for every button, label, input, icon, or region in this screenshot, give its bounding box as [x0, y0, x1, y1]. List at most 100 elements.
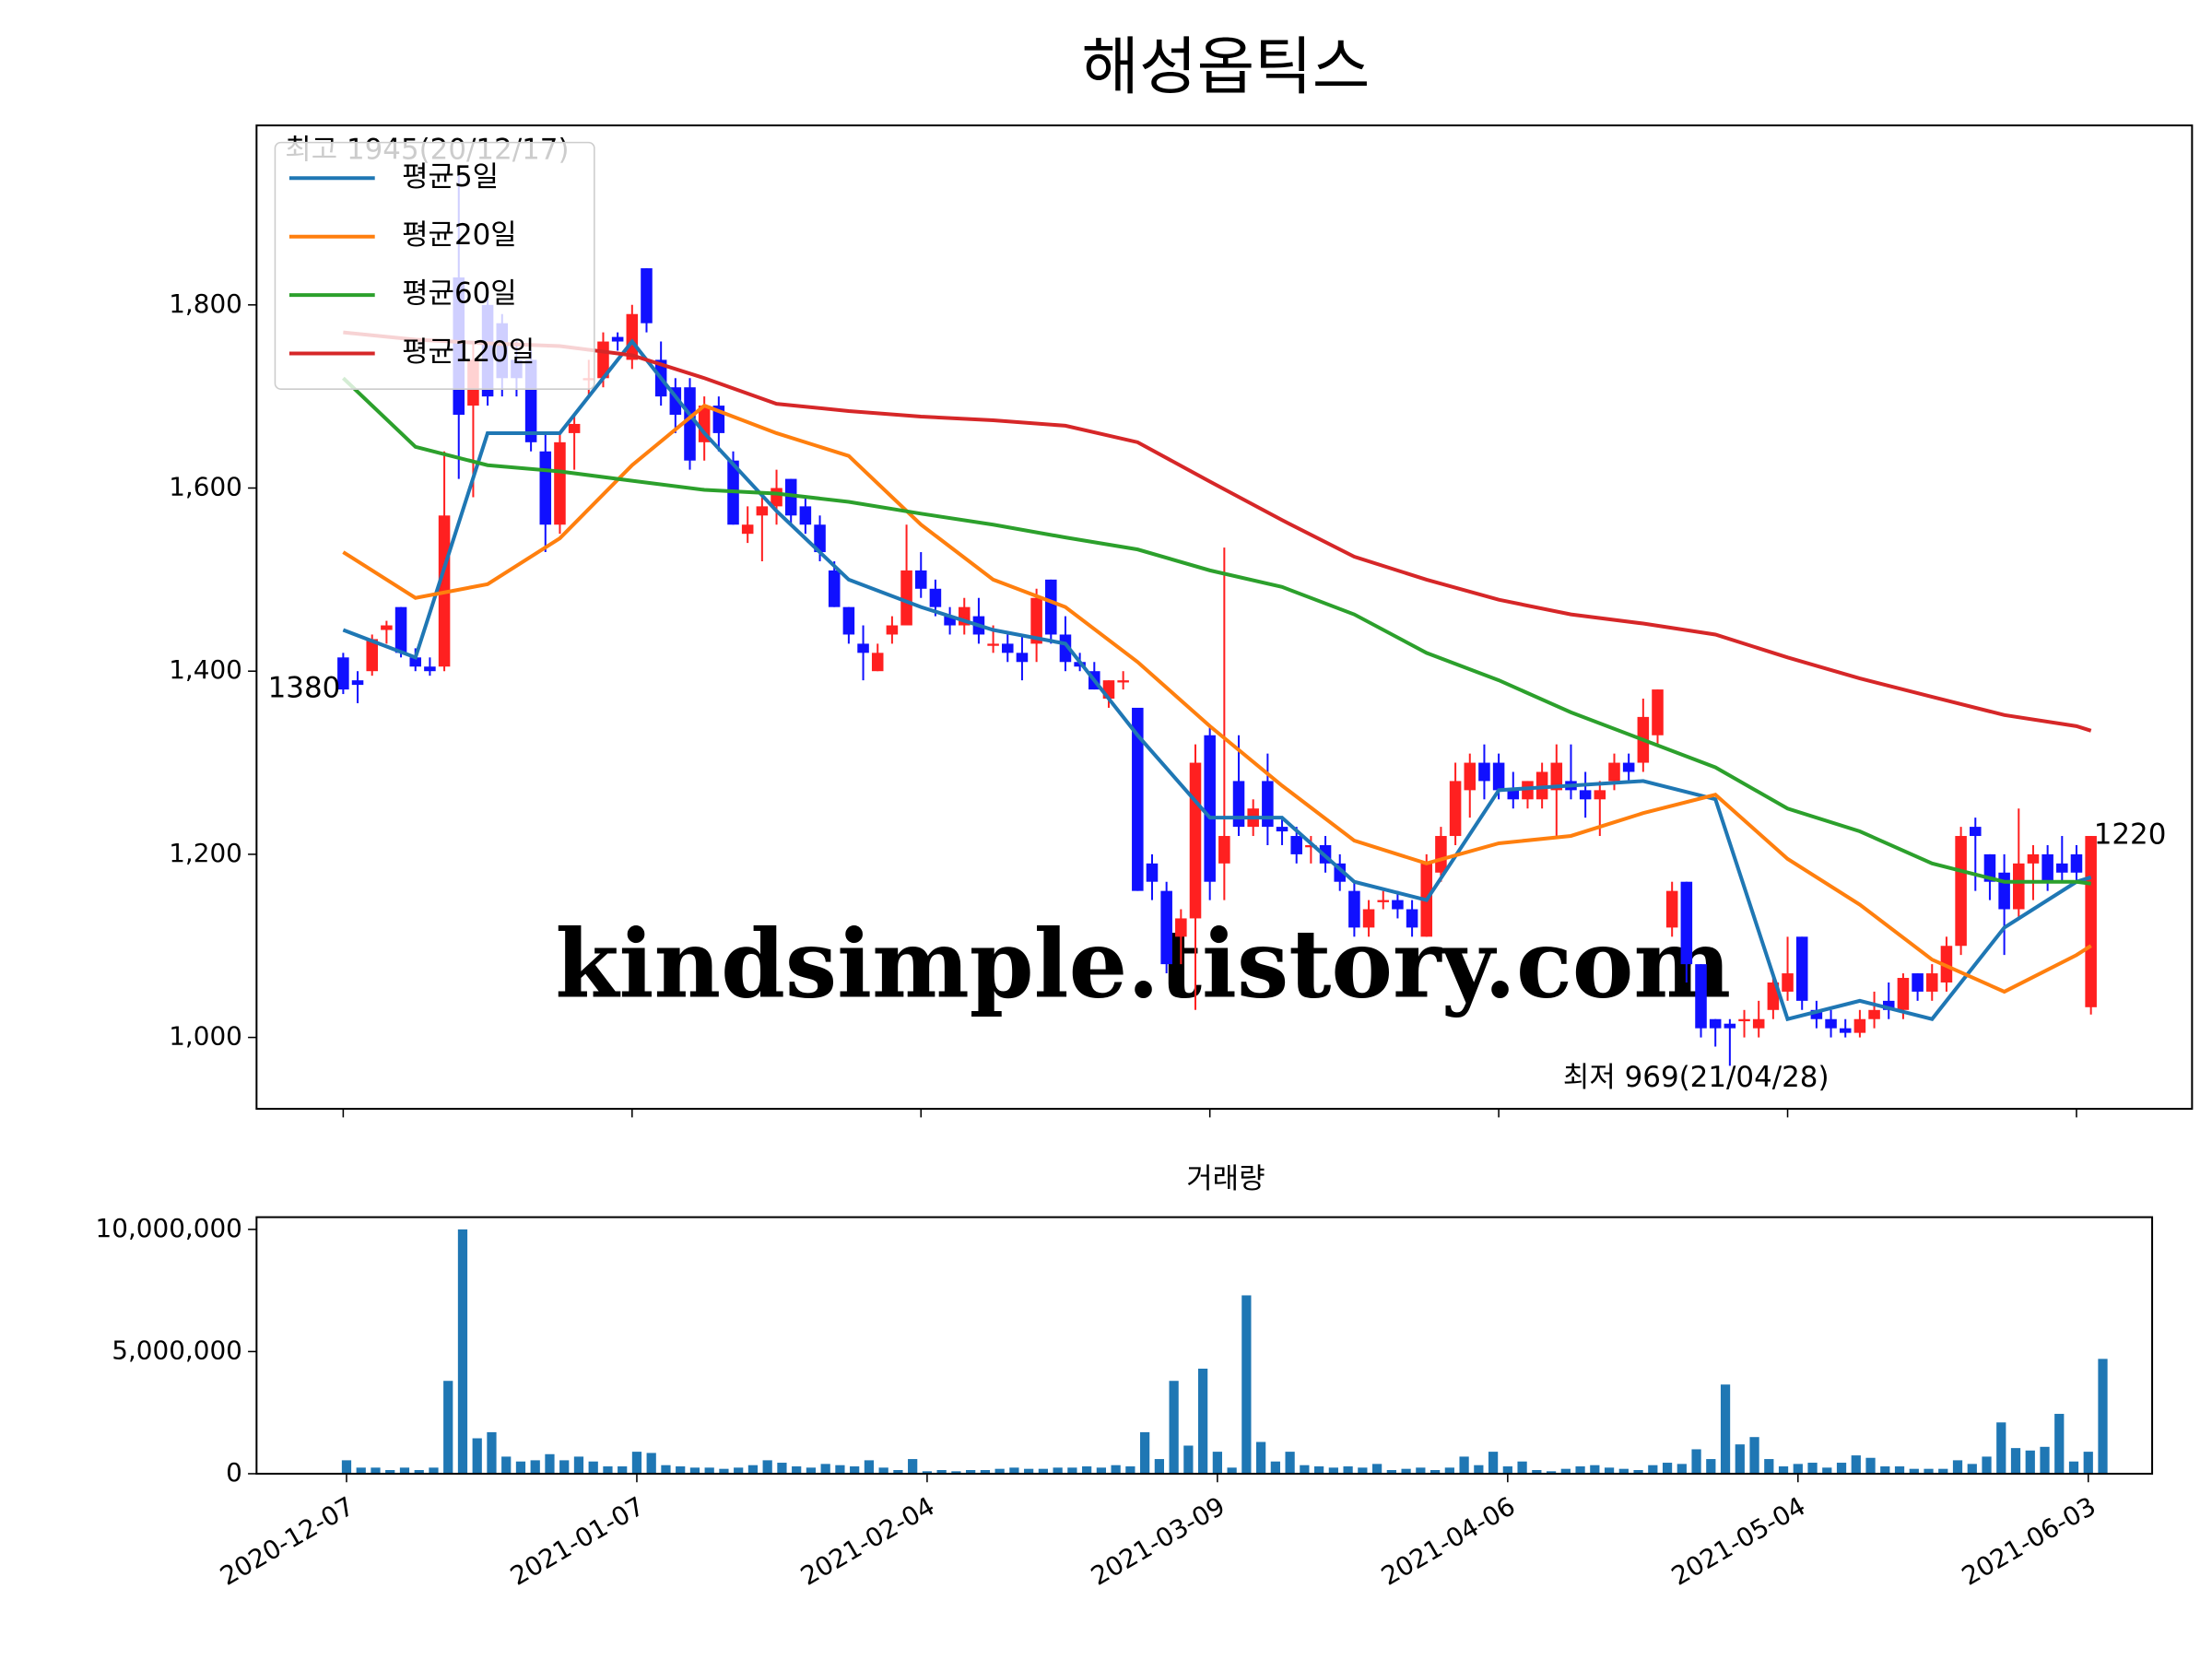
y-tick-label: 5,000,000 [112, 1335, 242, 1365]
candle-body [1665, 890, 1678, 928]
candle-body [1406, 909, 1418, 928]
y-tick-label: 1,400 [169, 654, 242, 685]
volume-bar [1618, 1468, 1629, 1474]
candle-body [1680, 881, 1693, 965]
volume-bar [1313, 1466, 1324, 1474]
volume-bar [1358, 1467, 1368, 1474]
candle-body [2056, 863, 2068, 873]
candle-body [1782, 973, 1794, 992]
volume-bar [951, 1471, 961, 1474]
volume-bar [1967, 1464, 1977, 1474]
candle-body [1825, 1018, 1837, 1029]
candle-body [1290, 836, 1302, 854]
volume-bar [385, 1469, 395, 1474]
ma-line [342, 338, 2092, 1022]
volume-bar [893, 1469, 903, 1474]
candle-body [409, 657, 422, 667]
volume-bar [603, 1466, 613, 1474]
legend-label: 평균5일 [402, 160, 499, 194]
volume-bar [2040, 1446, 2050, 1474]
volume-bar [545, 1453, 555, 1474]
volume-title: 거래량 [1186, 1162, 1265, 1195]
volume-bar [429, 1467, 439, 1474]
candle-body [366, 639, 378, 672]
volume-bar [1459, 1456, 1469, 1474]
volume-bar [1982, 1456, 1992, 1474]
volume-bar [1909, 1468, 1919, 1474]
volume-bar [646, 1453, 656, 1474]
ma-line [342, 403, 2092, 994]
volume-bar [1575, 1466, 1585, 1474]
candle-body [900, 570, 912, 626]
volume-bar [414, 1469, 424, 1474]
volume-bar [618, 1466, 628, 1474]
last-close-label: 1220 [2094, 818, 2167, 852]
candle-body [424, 666, 436, 672]
candle-body [814, 524, 826, 553]
candle-body [698, 406, 711, 442]
volume-bar [1778, 1466, 1789, 1474]
candle-body [1522, 781, 1534, 800]
volume-bar [457, 1229, 468, 1474]
candle-body [1262, 781, 1274, 828]
candle-body [886, 625, 899, 635]
volume-bar [356, 1467, 366, 1474]
volume-bar [2054, 1414, 2065, 1474]
volume-bar [1444, 1467, 1454, 1474]
volume-bar [1952, 1460, 1963, 1474]
volume-bar [1401, 1468, 1411, 1474]
candle-body [857, 643, 869, 653]
volume-bar [1430, 1469, 1441, 1474]
candle-body [1695, 964, 1707, 1029]
volume-bar [588, 1461, 598, 1474]
volume-bar [1938, 1468, 1948, 1474]
volume-bar [559, 1460, 570, 1474]
candle-body [799, 506, 812, 525]
candle-body [1392, 900, 1404, 910]
candle-body [1752, 1018, 1765, 1029]
volume-bar [1270, 1461, 1280, 1474]
volume-bar [515, 1461, 526, 1474]
volume-bar [806, 1467, 817, 1474]
y-tick-label: 0 [226, 1457, 242, 1488]
volume-bar [1604, 1467, 1615, 1474]
candle-body [1594, 790, 1606, 800]
volume-bar [1169, 1381, 1179, 1474]
volume-bar [689, 1467, 700, 1474]
volume-bar [472, 1438, 482, 1474]
candle-body [1435, 836, 1447, 873]
volume-bar [1386, 1469, 1396, 1474]
candle-body [1550, 762, 1563, 791]
volume-bar [1067, 1467, 1077, 1474]
volume-bar [792, 1466, 802, 1474]
volume-bar [1343, 1466, 1353, 1474]
candle-body [1218, 836, 1230, 864]
volume-bar [501, 1456, 512, 1474]
volume-bar [1371, 1464, 1382, 1474]
volume-bar [1735, 1444, 1745, 1474]
candle-body [539, 451, 552, 525]
volume-bar [1009, 1467, 1019, 1474]
candle-body [1204, 735, 1216, 882]
volume-bar [1706, 1459, 1716, 1474]
candle-body [1132, 707, 1144, 891]
candle-body [1998, 872, 2010, 910]
candle-body [684, 387, 696, 461]
volume-bar [850, 1466, 860, 1474]
volume-bar [399, 1467, 410, 1474]
volume-bar [1082, 1466, 1092, 1474]
volume-bar [1865, 1457, 1876, 1474]
volume-bar [1024, 1468, 1034, 1474]
volume-bar [1328, 1467, 1338, 1474]
y-tick-label: 1,200 [169, 838, 242, 868]
volume-bar [1300, 1465, 1310, 1474]
candle-body [1970, 827, 1982, 837]
volume-bar [1822, 1467, 1832, 1474]
candle-body [914, 570, 927, 589]
volume-bar [1793, 1464, 1803, 1474]
candle-body [1175, 918, 1187, 937]
volume-bar [864, 1460, 875, 1474]
volume-bar [1677, 1464, 1687, 1474]
